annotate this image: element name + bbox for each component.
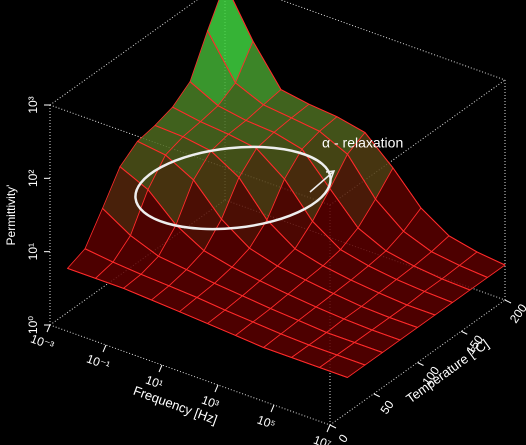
y-tick-label: 200 [507,301,526,326]
z-tick-label: 10³ [26,96,40,113]
x-tick [102,344,107,353]
surface-row [137,140,418,328]
z-tick-label: 10² [26,170,40,187]
x-tick-label: 10⁵ [255,413,277,432]
y-tick [373,393,380,398]
surface-row [154,124,436,316]
y-tick-label: 50 [378,398,397,417]
x-tick [158,364,163,373]
y-tick [417,362,424,366]
y-tick [504,299,512,304]
z-tick-label: 10¹ [26,243,40,260]
x-tick [326,424,331,433]
x-tick-label: 10⁻³ [29,332,56,353]
x-tick-label: 10⁷ [312,433,333,445]
surface-row [84,248,366,366]
surface-row [172,106,453,303]
x-tick [46,324,51,333]
y-tick-label: 0 [336,432,351,445]
surface-row [189,81,471,291]
surface-row [119,166,401,341]
x-tick [270,404,275,413]
surface-row [207,30,488,278]
x-tick-label: 10¹ [144,373,165,392]
surface [66,0,506,378]
x-tick-label: 10³ [200,393,221,412]
surface-row [102,208,383,353]
y-tick [329,424,337,429]
y-axis-title: Temperature [°C] [403,336,491,406]
annotation-ellipse [134,145,332,231]
annotation: α - relaxation [322,135,403,151]
surface-row [232,0,506,266]
annotation-arrowhead [325,170,336,180]
z-tick-label: 10⁰ [26,316,40,334]
x-tick-label: 10⁻¹ [85,352,112,373]
annotation-arrow [309,171,334,193]
surface-row [67,267,348,378]
x-tick [214,384,219,393]
y-tick [461,330,468,335]
z-axis-title: Permittivity' [4,185,18,246]
